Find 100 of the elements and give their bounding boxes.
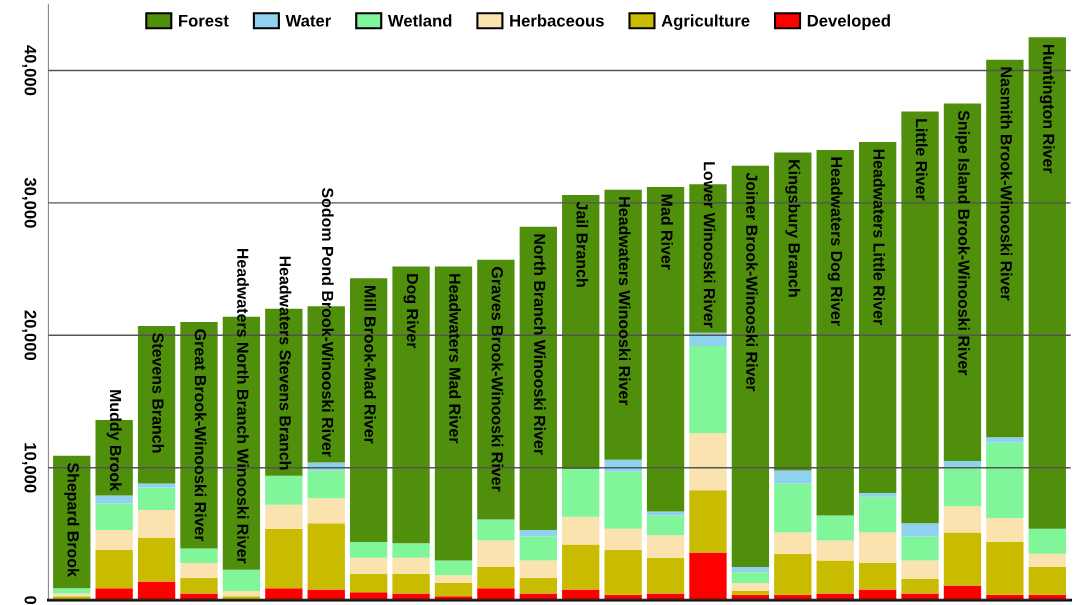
bar (180, 577, 218, 594)
bar (604, 459, 642, 472)
y-tick-label: 30,000 (22, 177, 37, 228)
bar (137, 487, 176, 511)
x-tick-label: Headwaters Stevens Branch (279, 256, 292, 470)
bar (731, 567, 770, 573)
bar (604, 528, 642, 550)
bar (858, 563, 897, 590)
bar (307, 470, 345, 499)
bar (222, 569, 261, 591)
x-tick-label: Shepard Brook (64, 462, 80, 577)
bar (774, 553, 812, 595)
bar (689, 345, 727, 434)
bar (816, 515, 854, 541)
bar (774, 483, 812, 533)
bar (731, 572, 770, 583)
x-tick-label: Joiner Brook-Winooski River (746, 172, 758, 392)
bar (901, 523, 939, 537)
x-tick-label: Headwaters Mad River (449, 274, 461, 444)
bar (265, 504, 303, 529)
bar (689, 490, 727, 553)
bar (392, 543, 430, 558)
legend-label: Developed (807, 14, 890, 30)
bar (349, 557, 388, 574)
bar (731, 165, 770, 568)
bar (689, 552, 727, 601)
bar (180, 548, 218, 564)
bar (731, 582, 770, 591)
bar (349, 278, 388, 542)
x-tick-label: Headwaters Winooski River (618, 197, 631, 406)
legend-label: Agriculture (661, 14, 750, 30)
bar (986, 518, 1024, 542)
bar (689, 332, 727, 346)
y-tick-label: 10,000 (22, 443, 37, 493)
x-tick-label: Kingsbury Branch (785, 160, 801, 297)
bar (943, 461, 982, 468)
bar (774, 470, 812, 484)
bar (816, 540, 854, 561)
x-tick-label: Mill Brook-Mad River (364, 286, 377, 444)
bar (562, 544, 600, 590)
bar (349, 541, 388, 558)
x-tick-label: North Branch Winooski River (534, 234, 546, 455)
bar (943, 467, 982, 507)
x-tick-label: Muddy Brook (106, 390, 122, 492)
x-tick-label: Jail Branch (576, 201, 589, 287)
bar (307, 523, 345, 590)
bar (95, 588, 133, 601)
bar (519, 536, 557, 561)
bar (986, 541, 1024, 595)
x-tick-label: Little River (915, 119, 928, 201)
bar (1028, 567, 1066, 595)
bar (265, 528, 303, 589)
x-tick-label: Headwaters Little River (873, 149, 886, 325)
bar (986, 442, 1024, 519)
x-tick-label: Huntington River (1039, 45, 1055, 174)
bar (1028, 553, 1066, 568)
bar (858, 496, 897, 533)
bar (180, 563, 218, 578)
bar (646, 186, 685, 512)
bar (774, 532, 812, 554)
x-tick-label: Mad River (661, 194, 673, 270)
bar (731, 590, 770, 595)
x-tick-label: Nasmith Brook-Winooski River (1000, 67, 1013, 301)
bar (519, 529, 557, 537)
bar (646, 535, 685, 558)
bar (349, 573, 388, 593)
legend-label: Wetland (387, 14, 452, 27)
x-tick-label: Sodom Pond Brook-Winooski River (321, 187, 334, 457)
legend-label: Herbaceous (510, 14, 604, 27)
x-tick-label: Graves Brook-Winooski River (491, 267, 504, 492)
bar (562, 516, 600, 545)
bar (95, 529, 133, 550)
x-tick-label: Headwaters Dog River (827, 157, 843, 326)
bar (986, 59, 1024, 438)
bar (434, 266, 473, 561)
bar (604, 549, 642, 595)
bar (477, 259, 515, 520)
bar (392, 557, 430, 574)
bar (901, 560, 939, 579)
x-tick-label: Lower Winooski River (703, 162, 716, 328)
bar (434, 582, 473, 597)
bar (477, 519, 515, 541)
bar (604, 471, 642, 529)
bar (137, 483, 176, 488)
bar (943, 506, 982, 533)
bar (774, 152, 812, 471)
bar (646, 557, 685, 594)
bar (858, 532, 897, 564)
bar (95, 503, 133, 530)
bar (307, 498, 345, 524)
bar (222, 590, 261, 597)
bar (519, 560, 557, 578)
y-tick-label: 0 (24, 596, 37, 605)
bar (1028, 37, 1066, 529)
bar (434, 560, 473, 575)
bar (689, 433, 727, 491)
bar (477, 588, 515, 601)
bar (562, 194, 600, 470)
bar (901, 536, 939, 561)
bar (137, 581, 176, 601)
